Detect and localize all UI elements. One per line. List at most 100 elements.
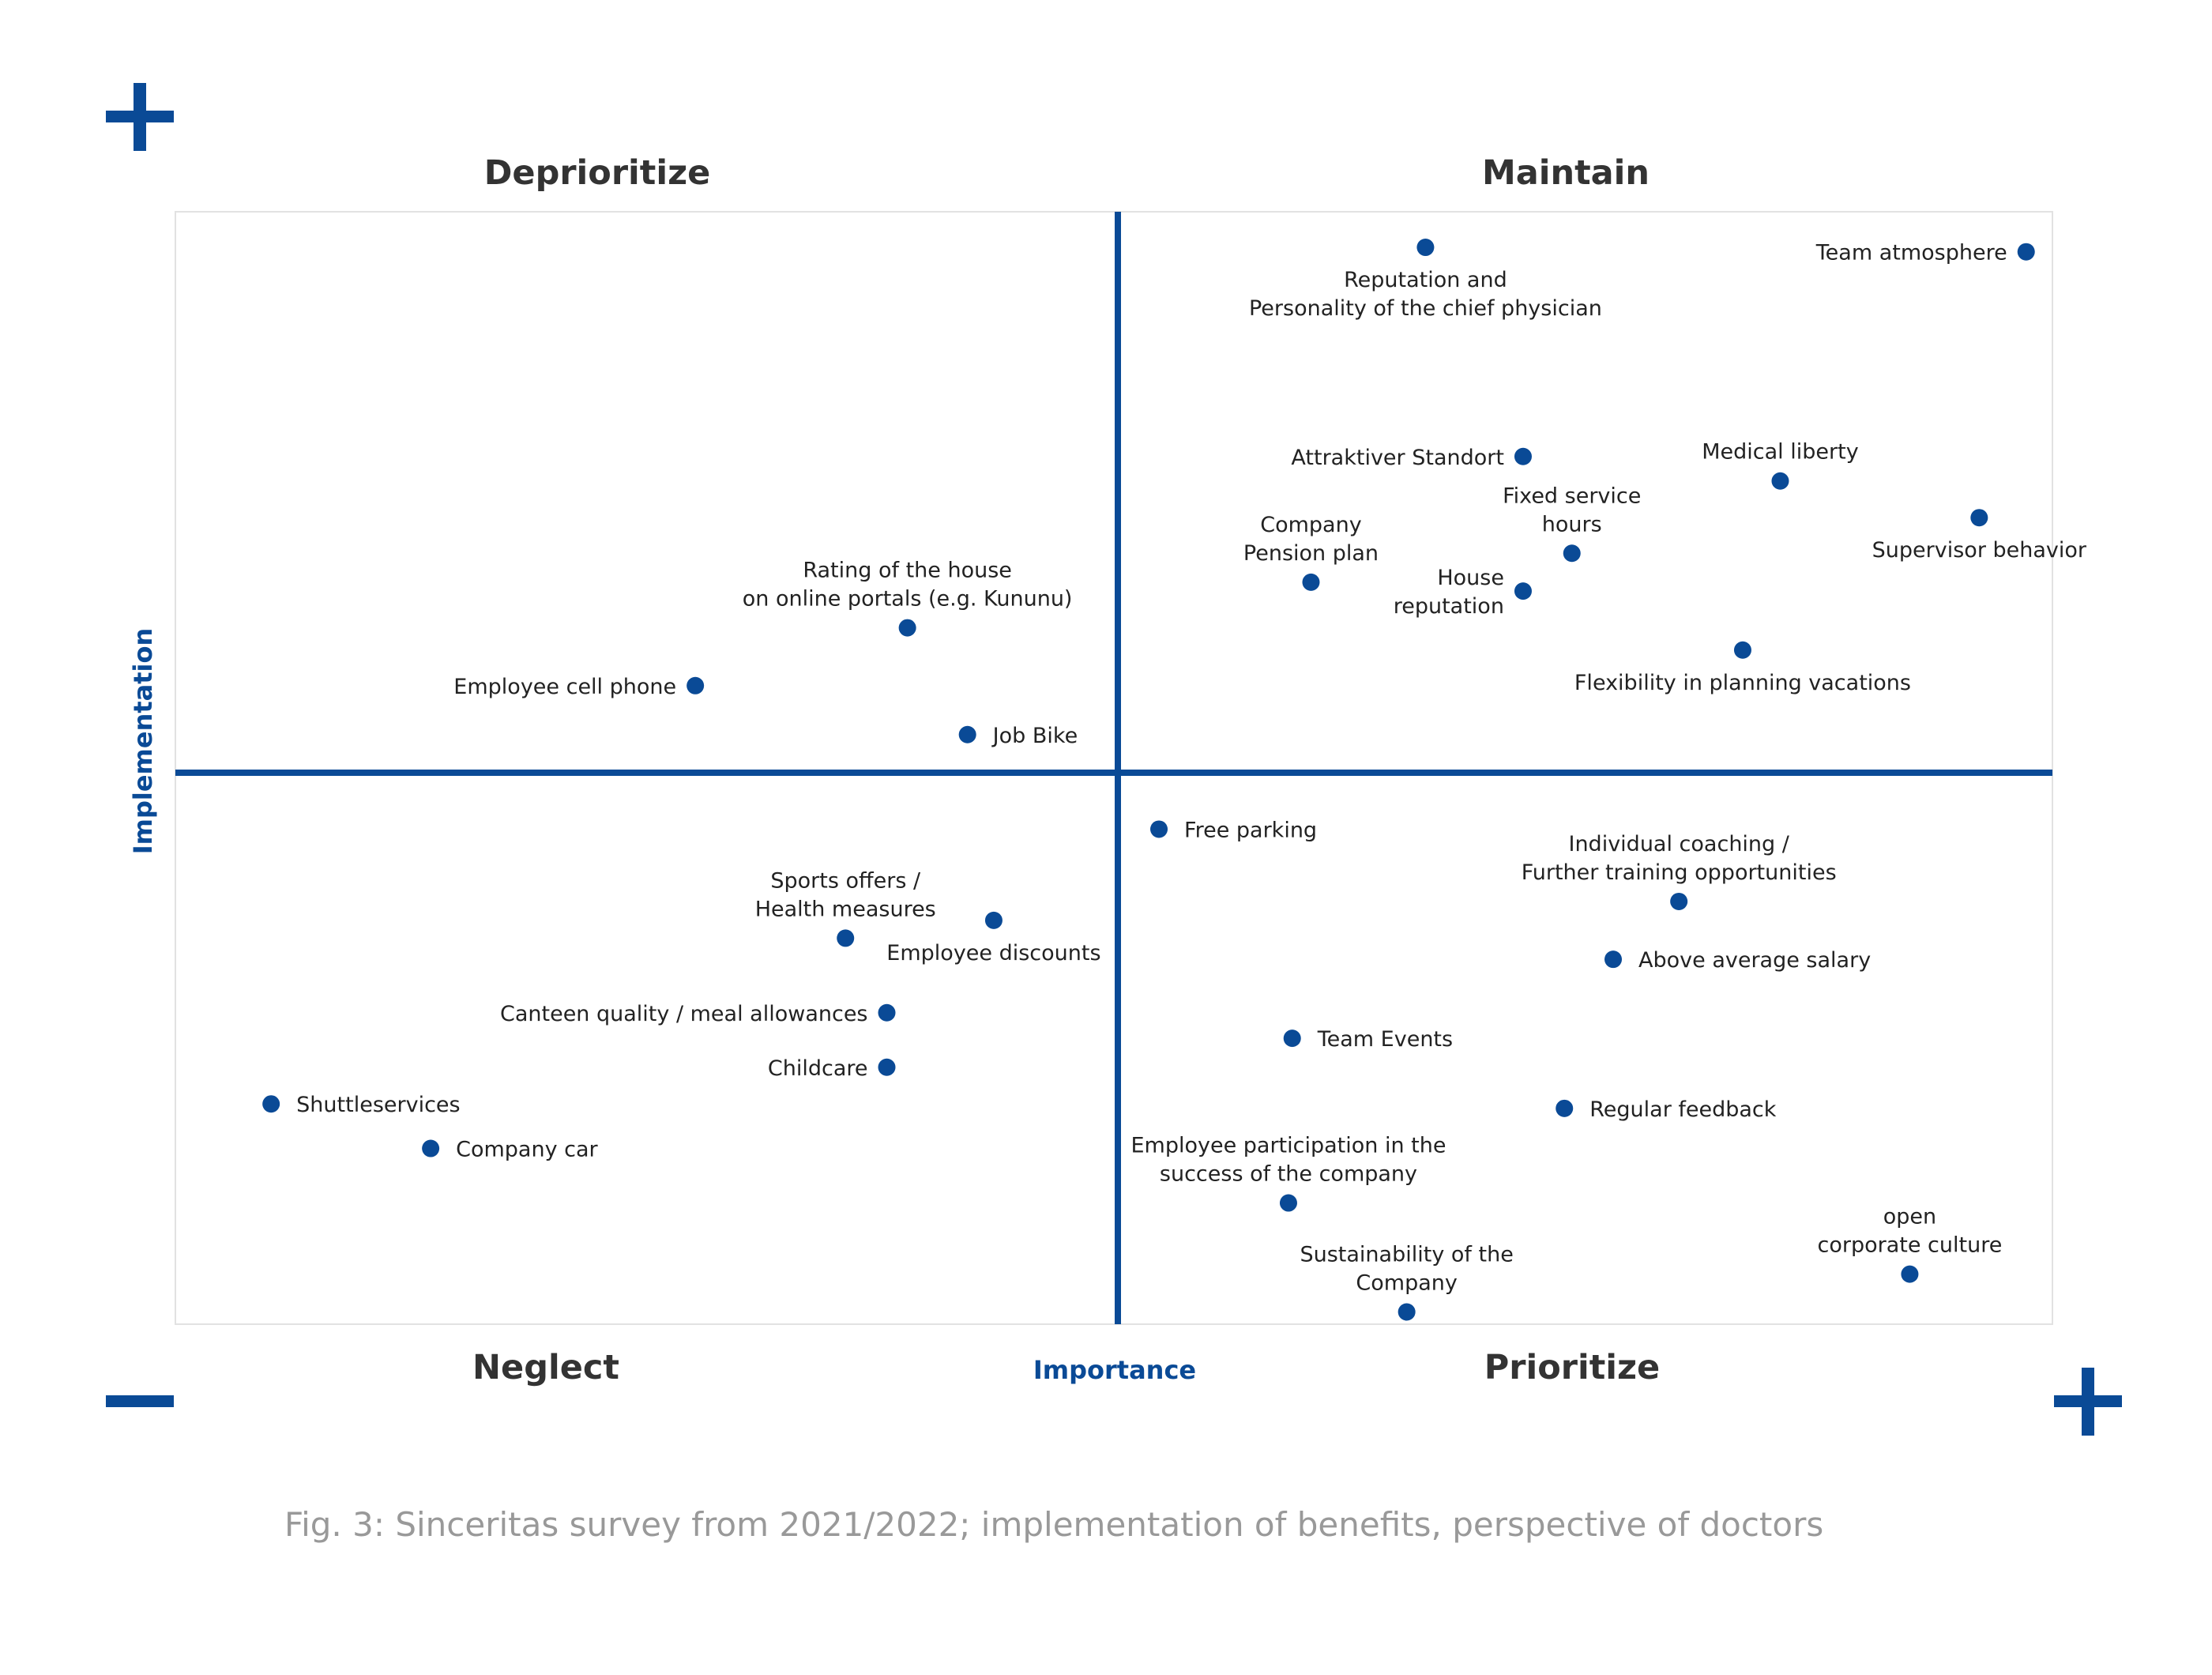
point-label: Sustainability of the [1300, 1243, 1513, 1267]
point-label: Company [1260, 513, 1361, 537]
point-label: success of the company [1160, 1162, 1417, 1187]
point-marker [958, 725, 976, 743]
point-label: Flexibility in planning vacations [1574, 671, 1911, 695]
data-point-23: Employee participation in the success of … [1130, 1134, 1446, 1212]
point-marker [878, 1003, 896, 1022]
point-marker [1901, 1265, 1919, 1283]
point-label: Above average salary [1638, 948, 1871, 973]
point-marker [878, 1058, 896, 1076]
data-point-10: Employee cell phone [453, 675, 705, 699]
point-label: Team Events [1317, 1027, 1453, 1052]
data-point-5: Fixed service hours [1503, 484, 1641, 563]
point-marker [1514, 582, 1532, 600]
plus-icon-top-left [106, 83, 174, 151]
data-point-15: Sports offers / Health measures [755, 868, 936, 947]
point-label: Team atmosphere [1815, 241, 2007, 265]
data-point-9: Rating of the house on online portals (e.… [743, 559, 1073, 637]
point-label: Company car [456, 1138, 598, 1162]
point-marker [1283, 1029, 1301, 1048]
point-marker [1733, 641, 1751, 659]
point-label: Attraktiver Standort [1291, 446, 1504, 470]
point-label: Company [1356, 1271, 1457, 1296]
data-points: Reputation and Personality of the chief p… [262, 239, 2087, 1321]
data-point-7: House reputation [1394, 566, 1532, 619]
data-point-24: open corporate culture [1818, 1205, 2003, 1283]
data-point-8: Flexibility in planning vacations [1574, 641, 1911, 695]
point-marker [1514, 447, 1532, 465]
point-marker [898, 619, 916, 637]
data-point-13: Individual coaching / Further training op… [1522, 832, 1837, 910]
point-label: Further training opportunities [1522, 860, 1837, 885]
point-label: Regular feedback [1589, 1097, 1777, 1122]
point-marker [1398, 1303, 1416, 1321]
point-label: Employee participation in the [1130, 1134, 1446, 1158]
data-point-20: Shuttleservices [262, 1093, 461, 1117]
minus-icon-bottom-left [106, 1395, 174, 1407]
point-label: Employee cell phone [453, 675, 676, 699]
plus-icon-bottom-right [2054, 1368, 2122, 1436]
point-marker [1150, 820, 1168, 838]
data-point-4: Supervisor behavior [1872, 509, 2087, 563]
point-label: Job Bike [991, 724, 1078, 748]
point-label: Employee discounts [886, 941, 1100, 965]
point-marker [1670, 892, 1688, 910]
point-marker [1556, 1099, 1574, 1117]
data-point-1: Team atmosphere [1815, 241, 2035, 265]
point-label: Canteen quality / meal allowances [500, 1002, 868, 1026]
data-point-25: Sustainability of the Company [1300, 1243, 1514, 1321]
data-point-19: Team Events [1283, 1027, 1453, 1052]
figure-caption: Fig. 3: Sinceritas survey from 2021/2022… [284, 1505, 1824, 1544]
point-label: Childcare [768, 1056, 868, 1081]
plot-frame [175, 211, 2053, 1325]
quadrant-label-top-right: Maintain [1482, 153, 1650, 193]
quadrant-label-top-left: Deprioritize [484, 153, 711, 193]
data-point-11: Job Bike [958, 724, 1078, 748]
point-label: Health measures [755, 897, 936, 921]
point-marker [1302, 573, 1320, 591]
point-label: Sports offers / [770, 868, 921, 893]
point-marker [422, 1139, 440, 1157]
quadrant-label-bottom-right: Prioritize [1484, 1348, 1660, 1387]
data-point-6: Company Pension plan [1243, 513, 1379, 591]
data-point-12: Free parking [1150, 818, 1317, 842]
point-label: on online portals (e.g. Kununu) [743, 587, 1073, 612]
point-label: corporate culture [1818, 1233, 2003, 1258]
point-marker [687, 676, 705, 694]
point-marker [1604, 950, 1623, 969]
point-marker [1970, 509, 1988, 527]
point-label: Pension plan [1243, 541, 1379, 566]
point-label: Personality of the chief physician [1249, 296, 1602, 321]
data-point-16: Employee discounts [886, 911, 1101, 965]
data-point-2: Attraktiver Standort [1291, 446, 1532, 470]
point-label: Individual coaching / [1568, 832, 1789, 856]
point-label: Fixed service [1503, 484, 1641, 508]
point-marker [1771, 472, 1789, 490]
data-point-22: Regular feedback [1556, 1097, 1777, 1122]
y-axis-label: Implementation [128, 628, 158, 855]
data-point-21: Company car [422, 1138, 599, 1162]
point-marker [1563, 544, 1581, 563]
point-label: Supervisor behavior [1872, 538, 2087, 563]
quadrant-label-bottom-left: Neglect [472, 1348, 619, 1387]
point-label: hours [1542, 512, 1602, 536]
point-label: Rating of the house [803, 559, 1012, 583]
point-label: reputation [1394, 594, 1504, 619]
data-point-17: Canteen quality / meal allowances [500, 1002, 896, 1026]
point-label: Reputation and [1344, 268, 1507, 292]
point-marker [837, 929, 855, 947]
point-marker [1416, 239, 1435, 257]
point-marker [1279, 1194, 1297, 1212]
data-point-3: Medical liberty [1702, 440, 1859, 490]
point-label: Free parking [1184, 818, 1317, 842]
x-axis-label: Importance [1033, 1355, 1196, 1385]
point-marker [262, 1095, 280, 1113]
point-label: open [1883, 1205, 1936, 1229]
data-point-18: Childcare [768, 1056, 896, 1081]
point-label: Shuttleservices [296, 1093, 460, 1117]
data-point-14: Above average salary [1604, 948, 1871, 973]
point-marker [2017, 243, 2035, 261]
point-label: House [1437, 566, 1504, 590]
point-marker [984, 911, 1003, 929]
point-label: Medical liberty [1702, 440, 1858, 465]
